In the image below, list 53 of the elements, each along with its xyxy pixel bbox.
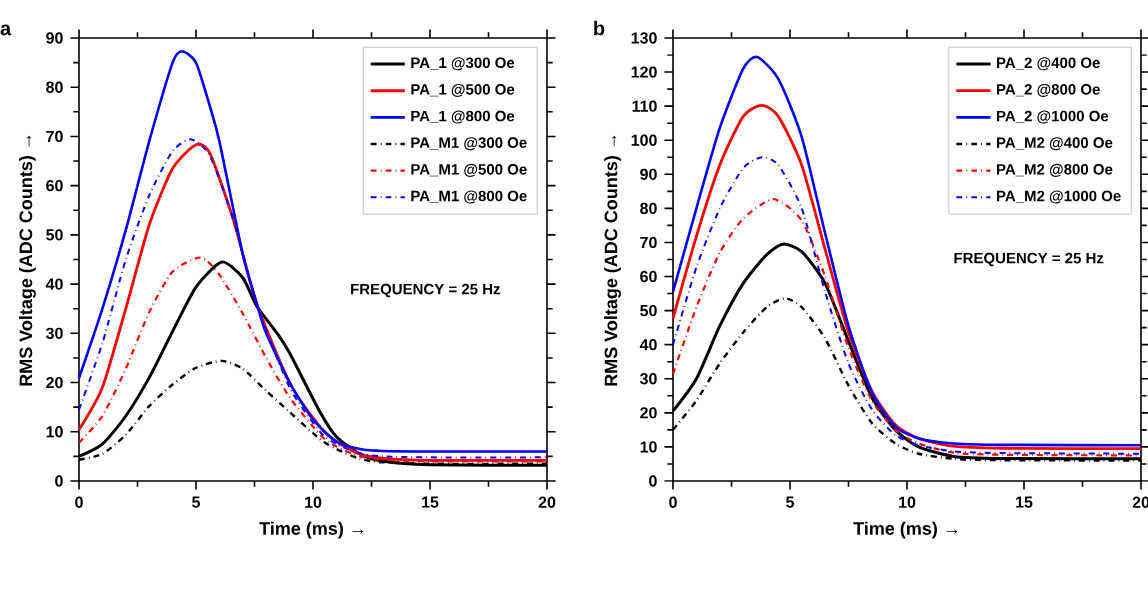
x-tick-label: 5 xyxy=(192,496,200,508)
y-tick-label: 60 xyxy=(46,180,63,192)
y-tick-label: 90 xyxy=(640,168,657,180)
y-tick-label: 90 xyxy=(46,32,63,44)
y-tick-label: 30 xyxy=(45,327,63,339)
y-tick-label: 0 xyxy=(649,475,657,487)
y-tick-label: 80 xyxy=(640,202,657,215)
y-tick-label: 40 xyxy=(45,278,63,290)
legend-label: PA_M2 @800 Oe xyxy=(997,163,1113,177)
x-axis-title: Time (ms) → xyxy=(853,521,958,539)
x-tick-label: 10 xyxy=(305,496,322,508)
y-tick-label: 10 xyxy=(640,441,657,453)
legend-label: PA_2 @400 Oe xyxy=(997,57,1100,71)
y-tick-label: 20 xyxy=(640,407,657,419)
legend-label: PA_M1 @800 Oe xyxy=(411,190,527,204)
x-tick-label: 0 xyxy=(669,496,677,508)
x-tick-label: 15 xyxy=(1016,496,1033,508)
text: a xyxy=(0,24,12,36)
annotation: FREQUENCY = 25 Hz xyxy=(351,283,500,298)
y-tick-label: 130 xyxy=(631,32,657,44)
y-tick-label: 40 xyxy=(639,339,657,351)
legend-label: PA_1 @300 Oe xyxy=(411,57,515,71)
y-tick-label: 30 xyxy=(639,373,657,385)
y-tick-label: 60 xyxy=(640,270,657,283)
text: b xyxy=(594,20,605,36)
y-axis-title: RMS Voltage (ADC Counts) → xyxy=(19,135,36,386)
y-tick-label: 80 xyxy=(46,81,63,93)
y-tick-label: 20 xyxy=(46,376,63,389)
legend-label: PA_2 @800 Oe xyxy=(997,83,1100,97)
x-axis-title: Time (ms) → xyxy=(259,521,364,539)
y-axis-title: RMS Voltage (ADC Counts) → xyxy=(604,135,621,386)
y-tick-label: 100 xyxy=(631,134,657,146)
x-tick-label: 10 xyxy=(899,496,916,508)
legend-label: PA_M2 @400 Oe xyxy=(997,137,1113,151)
y-tick-label: 70 xyxy=(640,236,657,249)
legend-label: PA_1 @800 Oe xyxy=(411,110,515,124)
y-tick-label: 10 xyxy=(46,426,63,438)
x-tick-label: 20 xyxy=(538,496,556,508)
x-tick-label: 0 xyxy=(75,496,83,508)
x-tick-label: 5 xyxy=(786,496,794,508)
legend-label: PA_M1 @500 Oe xyxy=(411,163,527,177)
y-tick-label: 70 xyxy=(46,130,63,143)
y-tick-label: 0 xyxy=(55,475,63,487)
legend-label: PA_M1 @300 Oe xyxy=(411,137,527,151)
y-tick-label: 120 xyxy=(631,66,657,78)
legend-label: PA_2 @1000 Oe xyxy=(997,110,1109,124)
y-tick-label: 110 xyxy=(632,100,657,112)
annotation: FREQUENCY = 25 Hz xyxy=(954,252,1104,267)
x-tick-label: 15 xyxy=(422,496,439,508)
y-tick-label: 50 xyxy=(46,229,63,241)
y-tick-label: 50 xyxy=(640,304,657,317)
legend-label: PA_1 @500 Oe xyxy=(411,83,515,97)
legend-label: PA_M2 @1000 Oe xyxy=(997,190,1121,204)
